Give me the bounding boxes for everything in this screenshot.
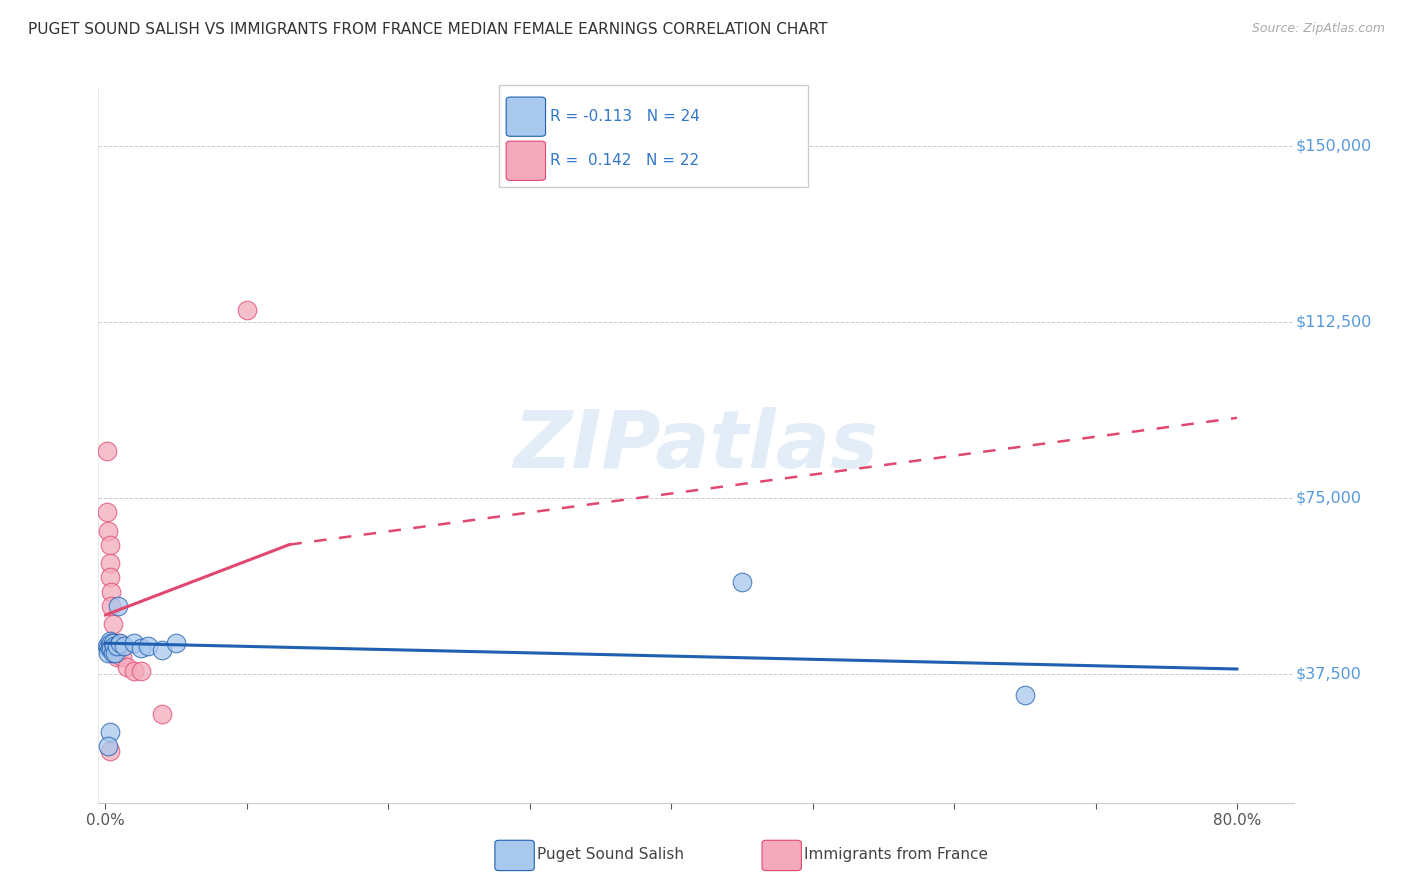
Text: PUGET SOUND SALISH VS IMMIGRANTS FROM FRANCE MEDIAN FEMALE EARNINGS CORRELATION : PUGET SOUND SALISH VS IMMIGRANTS FROM FR… bbox=[28, 22, 828, 37]
Point bbox=[165, 636, 187, 650]
Point bbox=[105, 650, 128, 665]
Point bbox=[1014, 688, 1036, 702]
Point bbox=[104, 646, 127, 660]
Text: $112,500: $112,500 bbox=[1296, 314, 1372, 329]
Point bbox=[98, 557, 121, 571]
Point bbox=[129, 640, 152, 655]
Point bbox=[111, 650, 134, 665]
Point bbox=[236, 302, 259, 317]
Point bbox=[129, 665, 152, 679]
Text: Immigrants from France: Immigrants from France bbox=[804, 847, 988, 862]
Text: $75,000: $75,000 bbox=[1296, 490, 1362, 505]
Point bbox=[97, 739, 120, 754]
Point bbox=[105, 639, 128, 653]
Point bbox=[150, 706, 173, 721]
Point bbox=[101, 636, 124, 650]
Point bbox=[104, 646, 127, 660]
Point bbox=[98, 640, 121, 655]
Point bbox=[100, 640, 122, 655]
Point bbox=[103, 640, 125, 655]
Point bbox=[100, 584, 122, 599]
Point bbox=[98, 538, 121, 552]
Point bbox=[101, 646, 124, 660]
Point bbox=[112, 639, 135, 653]
Point bbox=[103, 639, 125, 653]
Point bbox=[150, 643, 173, 657]
Point bbox=[101, 636, 124, 650]
Point bbox=[136, 639, 159, 653]
Text: Puget Sound Salish: Puget Sound Salish bbox=[537, 847, 685, 862]
Point bbox=[98, 633, 121, 648]
Point bbox=[96, 639, 118, 653]
Point bbox=[96, 505, 118, 519]
Text: R = -0.113   N = 24: R = -0.113 N = 24 bbox=[550, 109, 700, 124]
Point bbox=[108, 640, 131, 655]
Point bbox=[97, 640, 120, 655]
Point bbox=[98, 725, 121, 739]
Point bbox=[100, 636, 122, 650]
Text: Source: ZipAtlas.com: Source: ZipAtlas.com bbox=[1251, 22, 1385, 36]
Point bbox=[731, 575, 754, 590]
Point bbox=[107, 599, 129, 613]
Point bbox=[98, 744, 121, 758]
Point bbox=[97, 646, 120, 660]
Point bbox=[122, 636, 145, 650]
Text: $150,000: $150,000 bbox=[1296, 138, 1372, 153]
Point bbox=[107, 636, 129, 650]
Text: ZIPatlas: ZIPatlas bbox=[513, 407, 879, 485]
Point bbox=[101, 617, 124, 632]
Point bbox=[115, 659, 138, 673]
Point bbox=[100, 599, 122, 613]
Point bbox=[97, 524, 120, 538]
Text: R =  0.142   N = 22: R = 0.142 N = 22 bbox=[550, 153, 699, 169]
Text: $37,500: $37,500 bbox=[1296, 666, 1362, 681]
Point bbox=[108, 636, 131, 650]
Point bbox=[96, 443, 118, 458]
Point bbox=[98, 570, 121, 584]
Point bbox=[122, 665, 145, 679]
